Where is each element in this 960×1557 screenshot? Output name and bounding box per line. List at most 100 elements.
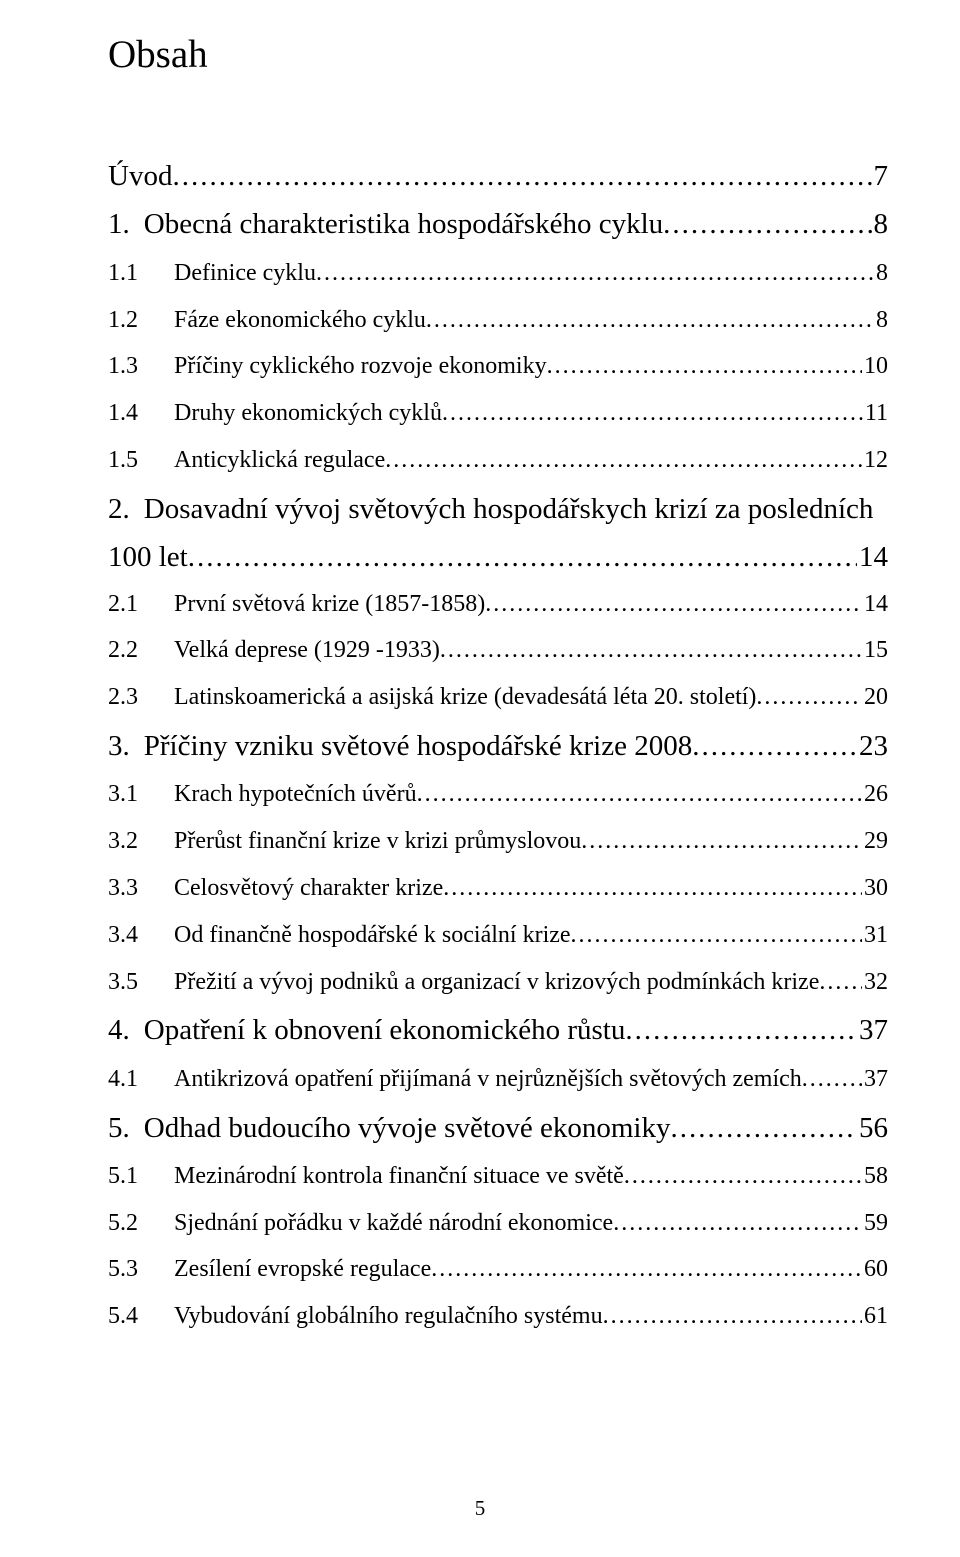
toc-leader-dots [442, 390, 863, 437]
toc-entry-number: 5. [108, 1105, 144, 1151]
toc-entry: 4.1Antikrizová opatření přijímaná v nejr… [108, 1056, 888, 1103]
toc-entry-number: 5.1 [108, 1153, 174, 1200]
table-of-contents: Úvod71.Obecná charakteristika hospodářsk… [108, 153, 888, 1340]
toc-entry: 3.5Přežití a vývoj podniků a organizací … [108, 959, 888, 1006]
toc-entry-number: 4. [108, 1007, 144, 1053]
page-number: 5 [0, 1496, 960, 1521]
toc-entry-number: 2.3 [108, 674, 174, 721]
toc-entry-text: Antikrizová opatření přijímaná v nejrůzn… [174, 1056, 802, 1103]
toc-entry: 5.4Vybudování globálního regulačního sys… [108, 1293, 888, 1340]
toc-entry-page: 23 [857, 723, 888, 769]
toc-leader-dots [417, 771, 862, 818]
toc-leader-dots [443, 865, 862, 912]
toc-entry: 2.2Velká deprese (1929 -1933) 15 [108, 627, 888, 674]
toc-entry-page: 37 [857, 1007, 888, 1053]
toc-entry: 1.5Anticyklická regulace 12 [108, 437, 888, 484]
toc-entry-text: Obecná charakteristika hospodářského cyk… [144, 201, 663, 247]
toc-entry-page: 26 [862, 771, 888, 818]
toc-entry-text: Zesílení evropské regulace [174, 1246, 431, 1293]
toc-entry-text: První světová krize (1857-1858) [174, 581, 485, 628]
page-title: Obsah [108, 32, 888, 77]
toc-entry: 5.1Mezinárodní kontrola finanční situace… [108, 1153, 888, 1200]
toc-entry-text: Příčiny cyklického rozvoje ekonomiky [174, 343, 547, 390]
toc-entry-text: Latinskoamerická a asijská krize (devade… [174, 674, 756, 721]
toc-entry-text: Příčiny vzniku světové hospodářské krize… [144, 723, 692, 769]
toc-entry: 2.1První světová krize (1857-1858)14 [108, 581, 888, 628]
toc-leader-dots [172, 153, 871, 199]
toc-entry: 3.Příčiny vzniku světové hospodářské kri… [108, 723, 888, 769]
toc-leader-dots [547, 343, 862, 390]
toc-leader-dots [188, 534, 857, 580]
toc-entry-page: 29 [862, 818, 888, 865]
toc-entry-page: 8 [874, 250, 888, 297]
toc-entry-number: 3.3 [108, 865, 174, 912]
toc-leader-dots [692, 723, 857, 769]
toc-entry-text: Definice cyklu [174, 250, 316, 297]
toc-entry: 4.Opatření k obnovení ekonomického růstu… [108, 1007, 888, 1053]
toc-entry: 1.3Příčiny cyklického rozvoje ekonomiky 1… [108, 343, 888, 390]
toc-entry-number: 1.2 [108, 297, 174, 344]
toc-entry-text: Velká deprese (1929 -1933) [174, 627, 440, 674]
toc-leader-dots [571, 912, 862, 959]
toc-entry-number: 5.2 [108, 1200, 174, 1247]
toc-entry: 1.Obecná charakteristika hospodářského c… [108, 201, 888, 247]
toc-entry-number: 2.2 [108, 627, 174, 674]
toc-leader-dots [756, 674, 862, 721]
toc-entry: Úvod7 [108, 153, 888, 199]
toc-entry-number: 5.4 [108, 1293, 174, 1340]
toc-entry: 1.2Fáze ekonomického cyklu 8 [108, 297, 888, 344]
toc-entry-number: 2.1 [108, 581, 174, 628]
toc-entry: 100 let14 [108, 534, 888, 580]
toc-entry-text: Úvod [108, 153, 172, 199]
toc-entry-text: Fáze ekonomického cyklu [174, 297, 426, 344]
toc-entry-page: 15 [862, 627, 888, 674]
toc-entry: 3.2Přerůst finanční krize v krizi průmys… [108, 818, 888, 865]
toc-entry-page: 32 [862, 959, 888, 1006]
toc-entry-number: 5.3 [108, 1246, 174, 1293]
toc-entry-number: 1.3 [108, 343, 174, 390]
toc-entry-text: Celosvětový charakter krize [174, 865, 443, 912]
toc-entry-page: 12 [862, 437, 888, 484]
toc-leader-dots [440, 627, 862, 674]
toc-leader-dots [624, 1153, 862, 1200]
toc-entry-text: Vybudování globálního regulačního systém… [174, 1293, 603, 1340]
toc-entry-page: 20 [862, 674, 888, 721]
toc-entry-page: 8 [872, 201, 889, 247]
toc-entry-text: Dosavadní vývoj světových hospodářskych … [144, 486, 874, 532]
toc-leader-dots [671, 1105, 858, 1151]
toc-leader-dots [316, 250, 874, 297]
toc-entry-page: 58 [862, 1153, 888, 1200]
toc-entry-text: Přerůst finanční krize v krizi průmyslov… [174, 818, 581, 865]
toc-entry-page: 10 [862, 343, 888, 390]
toc-entry-text: Opatření k obnovení ekonomického růstu [144, 1007, 626, 1053]
toc-entry: 2.3Latinskoamerická a asijská krize (dev… [108, 674, 888, 721]
toc-entry: 3.3Celosvětový charakter krize30 [108, 865, 888, 912]
toc-entry-page: 59 [862, 1200, 888, 1247]
toc-entry-text: Druhy ekonomických cyklů [174, 390, 442, 437]
toc-entry-page: 56 [857, 1105, 888, 1151]
toc-entry-text: Anticyklická regulace [174, 437, 385, 484]
toc-entry-text: Krach hypotečních úvěrů [174, 771, 417, 818]
toc-leader-dots [802, 1056, 862, 1103]
toc-entry-number: 3.1 [108, 771, 174, 818]
toc-entry: 2.Dosavadní vývoj světových hospodářskyc… [108, 486, 888, 532]
toc-entry: 5.3Zesílení evropské regulace60 [108, 1246, 888, 1293]
toc-entry: 5.Odhad budoucího vývoje světové ekonomi… [108, 1105, 888, 1151]
toc-leader-dots [485, 581, 862, 628]
toc-entry-page: 31 [862, 912, 888, 959]
toc-entry-number: 4.1 [108, 1056, 174, 1103]
toc-entry-text: Odhad budoucího vývoje světové ekonomiky [144, 1105, 671, 1151]
toc-entry-page: 8 [874, 297, 888, 344]
toc-entry-page: 37 [862, 1056, 888, 1103]
toc-leader-dots [819, 959, 862, 1006]
toc-leader-dots [603, 1293, 862, 1340]
toc-leader-dots [581, 818, 862, 865]
toc-entry-page: 61 [862, 1293, 888, 1340]
toc-leader-dots [385, 437, 862, 484]
toc-entry-number: 3.2 [108, 818, 174, 865]
toc-entry: 3.4Od finančně hospodářské k sociální kr… [108, 912, 888, 959]
toc-entry-text: Od finančně hospodářské k sociální krize [174, 912, 571, 959]
toc-entry-page: 14 [857, 534, 888, 580]
toc-leader-dots [426, 297, 874, 344]
toc-entry-number: 1.5 [108, 437, 174, 484]
